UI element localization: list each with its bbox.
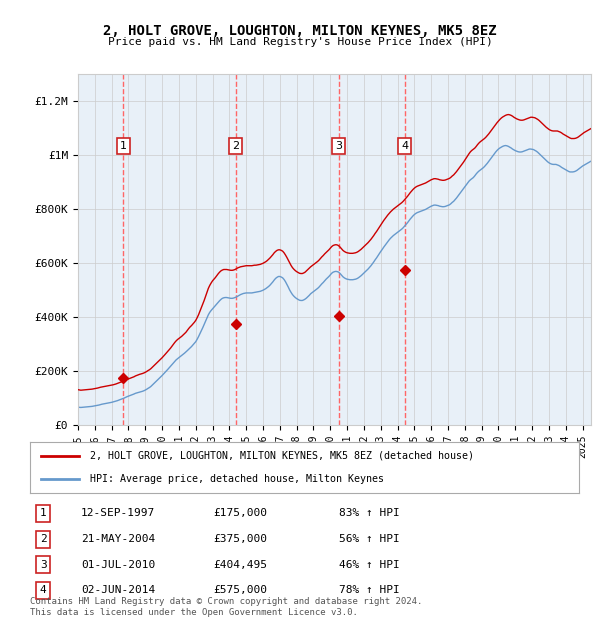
Text: 3: 3	[335, 141, 342, 151]
Text: £175,000: £175,000	[213, 508, 267, 518]
Text: 02-JUN-2014: 02-JUN-2014	[81, 585, 155, 595]
Text: HPI: Average price, detached house, Milton Keynes: HPI: Average price, detached house, Milt…	[91, 474, 385, 484]
Text: £375,000: £375,000	[213, 534, 267, 544]
Text: 78% ↑ HPI: 78% ↑ HPI	[339, 585, 400, 595]
Text: 56% ↑ HPI: 56% ↑ HPI	[339, 534, 400, 544]
Text: 46% ↑ HPI: 46% ↑ HPI	[339, 560, 400, 570]
Text: 2: 2	[40, 534, 47, 544]
Text: 2, HOLT GROVE, LOUGHTON, MILTON KEYNES, MK5 8EZ: 2, HOLT GROVE, LOUGHTON, MILTON KEYNES, …	[103, 24, 497, 38]
Text: 01-JUL-2010: 01-JUL-2010	[81, 560, 155, 570]
Text: £575,000: £575,000	[213, 585, 267, 595]
Text: 2, HOLT GROVE, LOUGHTON, MILTON KEYNES, MK5 8EZ (detached house): 2, HOLT GROVE, LOUGHTON, MILTON KEYNES, …	[91, 451, 475, 461]
Text: Price paid vs. HM Land Registry's House Price Index (HPI): Price paid vs. HM Land Registry's House …	[107, 37, 493, 47]
Text: 1: 1	[40, 508, 47, 518]
Text: 3: 3	[40, 560, 47, 570]
Text: 83% ↑ HPI: 83% ↑ HPI	[339, 508, 400, 518]
Text: £404,495: £404,495	[213, 560, 267, 570]
Text: 12-SEP-1997: 12-SEP-1997	[81, 508, 155, 518]
Text: 4: 4	[401, 141, 408, 151]
Text: 21-MAY-2004: 21-MAY-2004	[81, 534, 155, 544]
Text: 2: 2	[232, 141, 239, 151]
Text: Contains HM Land Registry data © Crown copyright and database right 2024.
This d: Contains HM Land Registry data © Crown c…	[30, 598, 422, 617]
Text: 4: 4	[40, 585, 47, 595]
Text: 1: 1	[120, 141, 127, 151]
